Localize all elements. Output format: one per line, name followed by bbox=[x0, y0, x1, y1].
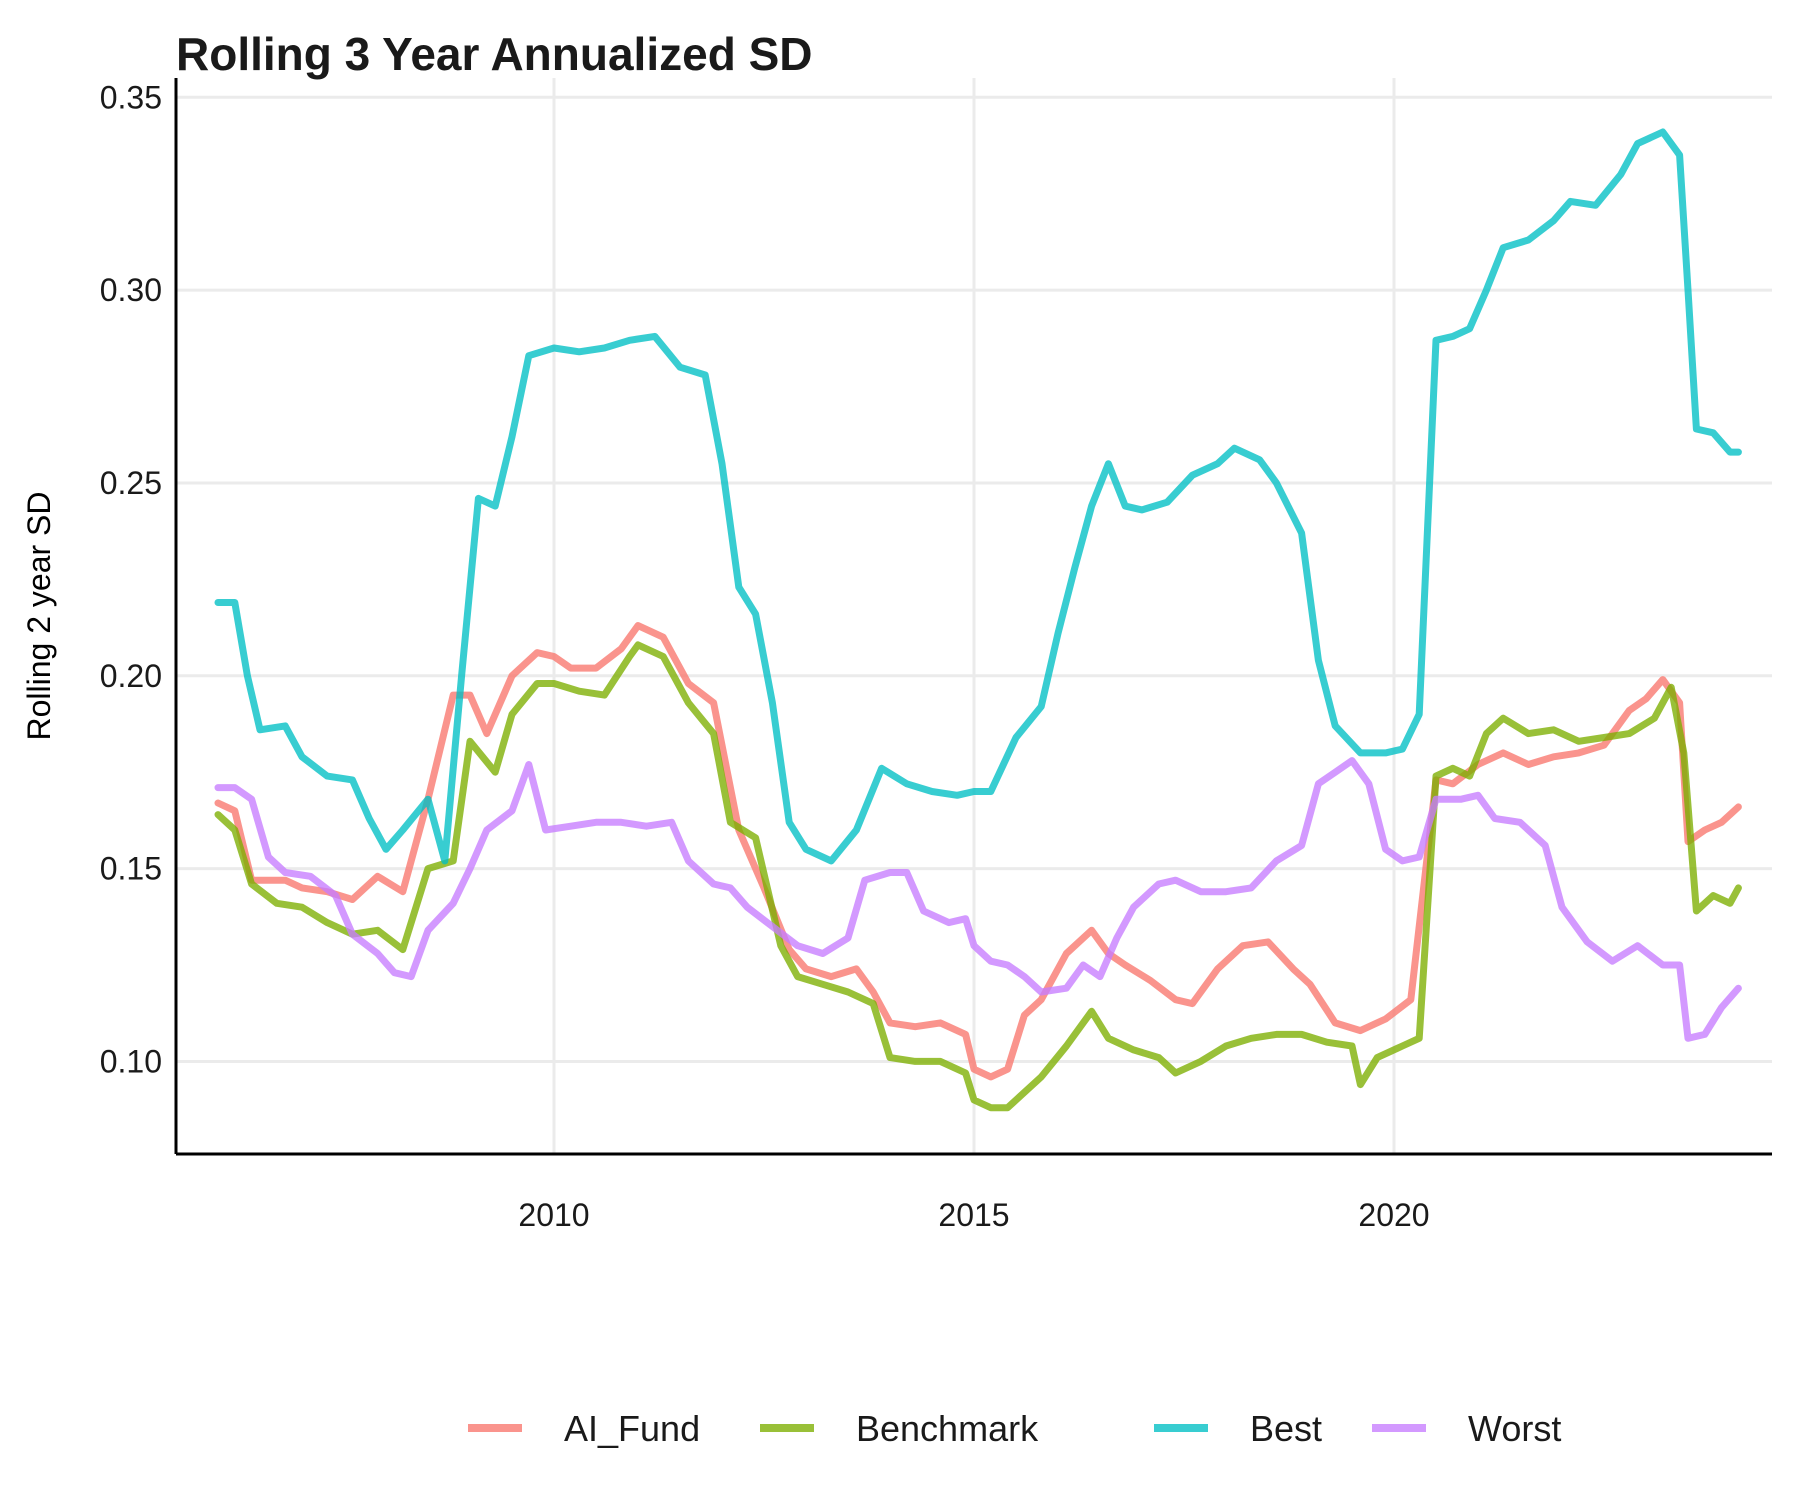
y-tick-label: 0.35 bbox=[100, 79, 162, 115]
x-tick-label: 2015 bbox=[938, 1197, 1009, 1233]
y-tick-labels: 0.10 0.15 0.20 0.25 0.30 0.35 bbox=[100, 79, 162, 1079]
x-tick-label: 2020 bbox=[1358, 1197, 1429, 1233]
gridlines bbox=[176, 78, 1772, 1154]
x-tick-labels: 2010 2015 2020 bbox=[518, 1197, 1429, 1233]
series-line-benchmark bbox=[214, 641, 1742, 1112]
x-tick-label: 2010 bbox=[518, 1197, 589, 1233]
series-line-worst bbox=[214, 757, 1742, 1042]
y-tick-label: 0.30 bbox=[100, 272, 162, 308]
legend-label-benchmark: Benchmark bbox=[856, 1408, 1039, 1449]
legend-label-best: Best bbox=[1250, 1408, 1322, 1449]
series-lines bbox=[214, 128, 1742, 1112]
legend: AI_Fund Benchmark Best Worst bbox=[468, 1408, 1561, 1449]
chart-title: Rolling 3 Year Annualized SD bbox=[176, 28, 812, 80]
y-tick-label: 0.25 bbox=[100, 465, 162, 501]
y-axis-label: Rolling 2 year SD bbox=[21, 492, 57, 741]
legend-label-ai-fund: AI_Fund bbox=[564, 1408, 700, 1449]
y-tick-label: 0.15 bbox=[100, 851, 162, 887]
series-line-best bbox=[214, 128, 1742, 865]
legend-label-worst: Worst bbox=[1468, 1408, 1561, 1449]
y-tick-label: 0.20 bbox=[100, 658, 162, 694]
y-tick-label: 0.10 bbox=[100, 1043, 162, 1079]
axes bbox=[174, 78, 1772, 1156]
series-line-ai-fund bbox=[214, 622, 1742, 1081]
